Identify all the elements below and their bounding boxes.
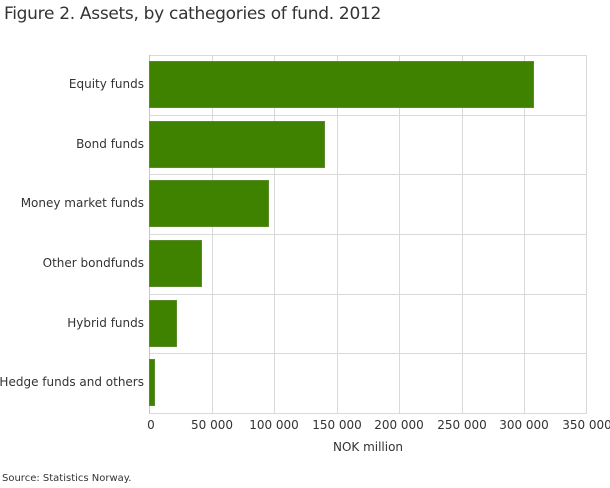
category-label: Hybrid funds [67, 316, 144, 330]
bar-other-bondfunds [149, 240, 202, 287]
horizontal-gridline [149, 234, 587, 235]
category-label: Hedge funds and others [0, 375, 144, 389]
category-label: Equity funds [68, 77, 144, 91]
bar-hedge-funds-and-others [149, 359, 155, 406]
plot-area [149, 55, 587, 414]
horizontal-gridline [149, 353, 587, 354]
x-tick-label: 200 000 [374, 418, 424, 432]
category-label: Bond funds [76, 137, 144, 151]
chart-title: Figure 2. Assets, by cathegories of fund… [4, 4, 381, 24]
horizontal-gridline [149, 174, 587, 175]
x-tick-label: 350 000 [562, 418, 610, 432]
bar-money-market-funds [149, 180, 269, 227]
horizontal-gridline [149, 115, 587, 116]
x-tick-label: 250 000 [437, 418, 487, 432]
bar-hybrid-funds [149, 300, 177, 347]
bar-equity-funds [149, 61, 534, 108]
horizontal-gridline [149, 55, 587, 56]
y-axis-line [149, 55, 150, 414]
horizontal-gridline [149, 413, 587, 414]
x-tick-label: 300 000 [499, 418, 549, 432]
bar-bond-funds [149, 121, 325, 168]
category-label: Other bondfunds [42, 256, 144, 270]
x-tick-label: 150 000 [312, 418, 362, 432]
source-note: Source: Statistics Norway. [2, 473, 132, 484]
x-tick-label: 50 000 [191, 418, 233, 432]
x-axis-label: NOK million [332, 440, 404, 454]
horizontal-gridline [149, 294, 587, 295]
x-tick-label: 100 000 [249, 418, 299, 432]
category-label: Money market funds [20, 196, 144, 210]
x-tick-label: 0 [147, 418, 155, 432]
